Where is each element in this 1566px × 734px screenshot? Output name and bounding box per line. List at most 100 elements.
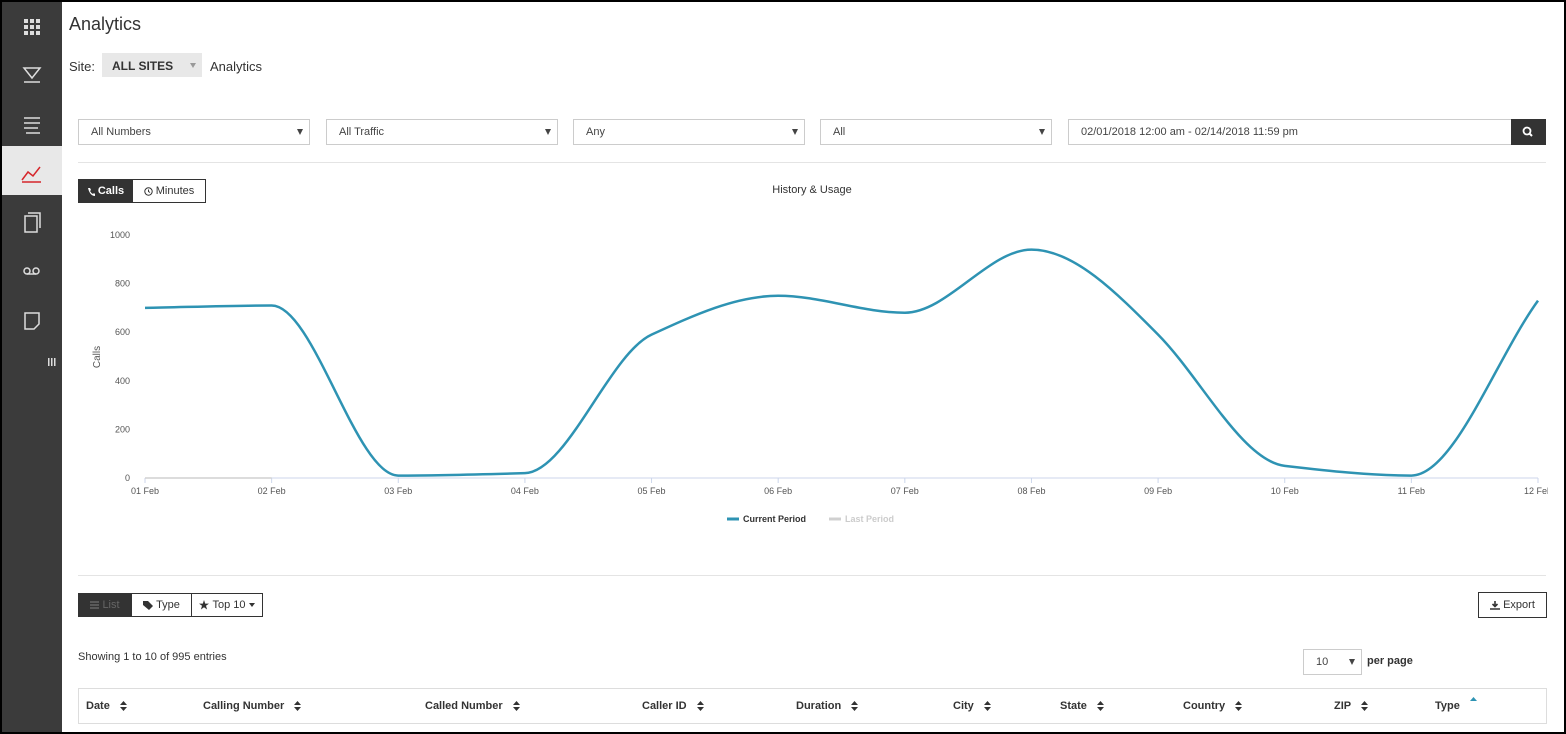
sort-icon: [1361, 701, 1369, 711]
download-icon: [1490, 600, 1501, 610]
legend-label: Current Period: [743, 514, 806, 524]
x-tick-label: 08 Feb: [1017, 486, 1045, 496]
y-tick-label: 1000: [110, 230, 130, 240]
copy-icon[interactable]: [24, 212, 41, 233]
per-page-value: 10: [1316, 656, 1329, 668]
column-header[interactable]: Country: [1183, 689, 1243, 723]
column-title: ZIP: [1334, 700, 1352, 712]
sort-icon: [1096, 701, 1104, 711]
search-button[interactable]: [1511, 119, 1546, 145]
legend-item[interactable]: Current Period: [727, 514, 806, 524]
caret: [1349, 659, 1355, 665]
filter-text: All Numbers: [91, 126, 151, 138]
column-header[interactable]: Called Number: [425, 689, 520, 723]
type-button[interactable]: Type: [132, 593, 192, 617]
button-text: Type: [156, 599, 180, 611]
column-header[interactable]: Calling Number: [203, 689, 302, 723]
y-tick-label: 400: [115, 376, 130, 386]
button-text: Calls: [97, 185, 125, 197]
table-header: Date Calling Number Called Number Caller ID…: [78, 688, 1547, 724]
sort-icon: [1469, 697, 1477, 701]
list-icon: [90, 601, 100, 609]
minutes-button[interactable]: Minutes: [133, 179, 206, 203]
voicemail-icon[interactable]: [23, 267, 40, 275]
sidebar: [2, 2, 62, 732]
y-tick-label: 0: [125, 473, 130, 483]
x-tick-label: 09 Feb: [1144, 486, 1172, 496]
tag-icon: [143, 600, 154, 610]
x-tick-label: 03 Feb: [384, 486, 412, 496]
filter-text: All Traffic: [339, 126, 385, 138]
column-header[interactable]: Duration: [796, 689, 859, 723]
column-title: Duration: [796, 700, 842, 712]
per-page-label: per page: [1367, 655, 1413, 667]
chart-title: History & Usage: [772, 184, 851, 196]
column-title: Caller ID: [642, 700, 687, 712]
button-text: Export: [1503, 599, 1535, 611]
calls-button[interactable]: Calls: [78, 179, 133, 203]
column-header[interactable]: Caller ID: [642, 689, 704, 723]
collapse-handle[interactable]: [48, 358, 56, 366]
filter-text: Any: [586, 126, 605, 138]
site-value: ALL SITES: [112, 59, 174, 73]
number-filter[interactable]: All Numbers: [78, 119, 310, 145]
date-range[interactable]: 02/01/2018 12:00 am - 02/14/2018 11:59 p…: [1068, 119, 1512, 145]
column-title: State: [1060, 700, 1087, 712]
breadcrumb: Analytics: [210, 59, 263, 74]
x-tick-label: 06 Feb: [764, 486, 792, 496]
site-caret: [190, 63, 196, 68]
active-item[interactable]: [2, 146, 62, 195]
traffic-filter[interactable]: All Traffic: [326, 119, 558, 145]
button-text: List: [102, 599, 120, 611]
x-tick-label: 01 Feb: [131, 486, 159, 496]
note-icon[interactable]: [24, 312, 40, 330]
sort-icon: [983, 701, 991, 711]
x-tick-label: 04 Feb: [511, 486, 539, 496]
column-title: Date: [86, 700, 110, 712]
y-tick-label: 200: [115, 424, 130, 434]
inbox-icon[interactable]: [22, 67, 42, 83]
entries-info: Showing 1 to 10 of 995 entries: [78, 651, 227, 663]
dropdown-caret: [248, 603, 255, 607]
analytics-icon: [21, 166, 41, 183]
x-tick-label: 02 Feb: [258, 486, 286, 496]
column-header[interactable]: Date: [86, 689, 127, 723]
column-header[interactable]: ZIP: [1334, 689, 1369, 723]
export-button[interactable]: Export: [1478, 592, 1547, 618]
phone-icon: [87, 187, 95, 196]
list-button[interactable]: List: [78, 593, 132, 617]
top10-button[interactable]: Top 10: [192, 593, 263, 617]
sort-icon: [119, 701, 127, 711]
apps-icon[interactable]: [24, 19, 40, 35]
y-axis-label: Calls: [92, 346, 103, 368]
column-title: City: [953, 700, 974, 712]
column-title: Type: [1435, 700, 1460, 712]
line-chart: History & Usage Calls 0 200 400 600 800 1000 0…: [92, 184, 1548, 524]
button-text: Minutes: [155, 185, 195, 197]
all-filter[interactable]: All: [820, 119, 1052, 145]
legend-item[interactable]: Last Period: [829, 514, 894, 524]
per-page-select[interactable]: 10: [1303, 649, 1362, 675]
caret: [1039, 129, 1045, 135]
any-filter[interactable]: Any: [573, 119, 805, 145]
sort-icon: [1235, 701, 1243, 711]
chart-toggle: Calls Minutes: [78, 179, 206, 203]
site-select[interactable]: ALL SITES: [102, 53, 202, 77]
caret: [792, 129, 798, 135]
clock-icon: [144, 186, 153, 196]
column-header[interactable]: State: [1060, 689, 1104, 723]
legend-label: Last Period: [845, 514, 894, 524]
series-line: [144, 248, 1540, 477]
list-icon[interactable]: [24, 117, 40, 134]
x-tick-label: 10 Feb: [1271, 486, 1299, 496]
column-header[interactable]: Type: [1435, 689, 1477, 723]
caret: [297, 129, 303, 135]
y-tick-label: 800: [115, 279, 130, 289]
sort-icon: [851, 701, 859, 711]
button-text: Top 10: [212, 599, 246, 611]
x-tick-label: 05 Feb: [638, 486, 666, 496]
column-header[interactable]: City: [953, 689, 991, 723]
page-title: Analytics: [69, 14, 142, 34]
